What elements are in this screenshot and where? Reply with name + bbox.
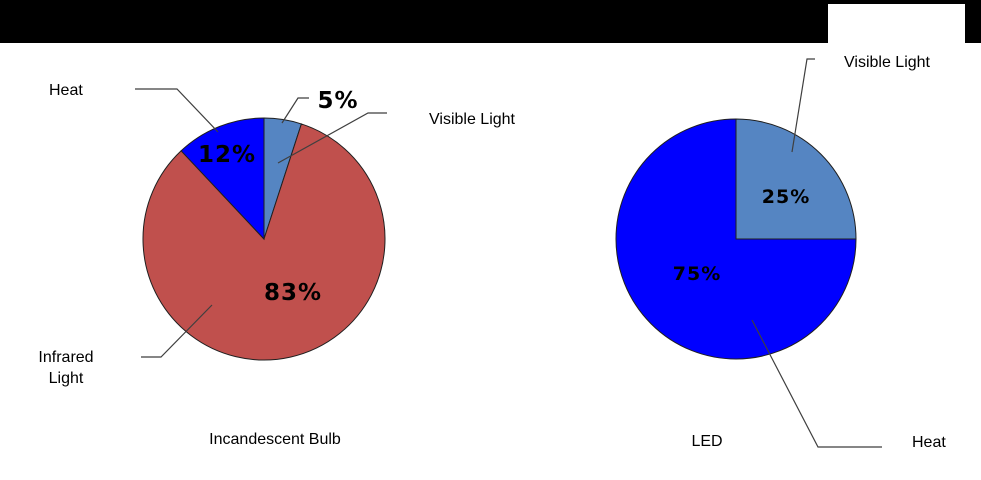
pie-led bbox=[615, 118, 857, 360]
callout-heat-right: Heat bbox=[912, 434, 946, 451]
data-label-83pct: 83% bbox=[263, 280, 323, 306]
leader-line-infrared-light bbox=[141, 304, 213, 358]
callout-visible-light-left: Visible Light bbox=[429, 111, 515, 128]
data-label-75pct: 75% bbox=[672, 263, 722, 285]
pie-incandescent-bulb bbox=[142, 117, 386, 361]
pie-slice-heat bbox=[615, 118, 857, 360]
pie-slice-infrared-light bbox=[142, 123, 386, 361]
callout-visible-light-right: Visible Light bbox=[844, 54, 930, 71]
leader-line-5pct bbox=[281, 97, 309, 124]
header-bar bbox=[0, 0, 828, 43]
pie-slice-visible-light bbox=[735, 118, 857, 240]
callout-infrared-light: Infrared Light bbox=[38, 349, 94, 387]
callout-heat-left: Heat bbox=[49, 82, 83, 99]
leader-line-heat-left bbox=[135, 88, 219, 133]
leader-line-visible-light-right bbox=[791, 58, 815, 153]
header-bar-right-block bbox=[965, 0, 981, 43]
pie-slice-heat bbox=[180, 117, 265, 241]
data-label-12pct: 12% bbox=[197, 142, 257, 168]
leader-line-visible-light-left bbox=[277, 112, 387, 164]
title-led: LED bbox=[691, 433, 723, 450]
leader-line-heat-right bbox=[751, 319, 882, 448]
data-label-5pct: 5% bbox=[317, 88, 359, 114]
title-incandescent-bulb: Incandescent Bulb bbox=[209, 431, 341, 448]
data-label-25pct: 25% bbox=[761, 186, 811, 208]
